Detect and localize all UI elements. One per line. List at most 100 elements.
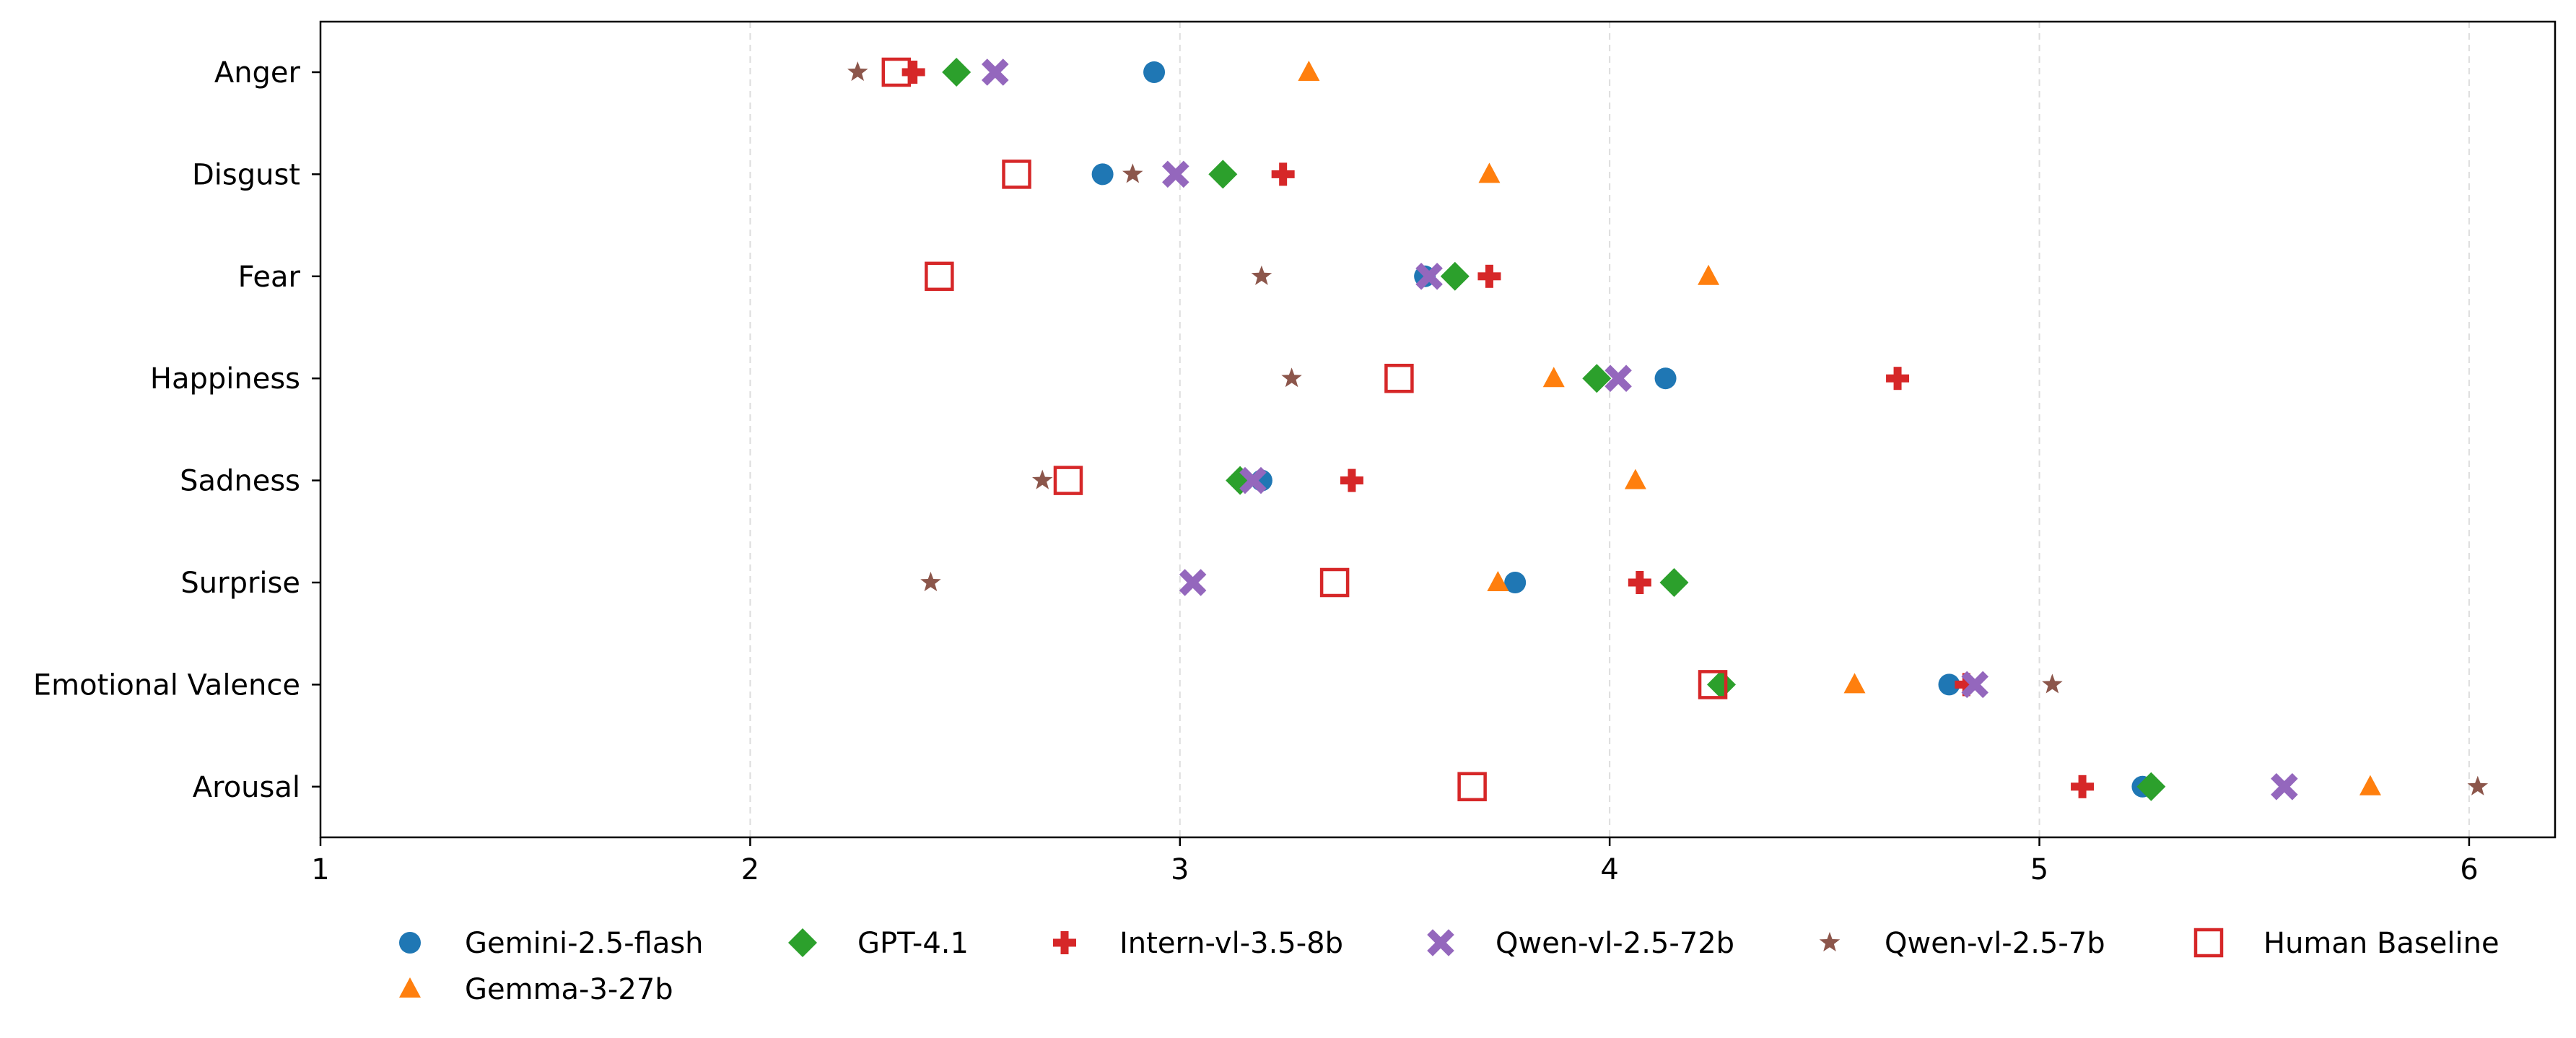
point-human-baseline-arousal	[1457, 772, 1487, 802]
point-intern-vl-3-5-8b-sadness-vbar	[1348, 468, 1356, 492]
point-qwen-vl-2-5-7b-arousal-shape	[2467, 775, 2489, 795]
point-gpt-4-1-fear-shape	[1440, 261, 1470, 291]
point-gpt-4-1-emotional-valence	[1706, 670, 1736, 699]
legend-marker-human-baseline	[2193, 928, 2224, 958]
point-human-baseline-fear	[925, 261, 954, 292]
point-gpt-4-1-anger-shape	[942, 58, 972, 87]
point-intern-vl-3-5-8b-happiness	[1886, 367, 1910, 391]
point-intern-vl-3-5-8b-anger-vbar	[909, 61, 918, 84]
point-qwen-vl-2-5-7b-sadness	[1032, 469, 1053, 489]
point-human-baseline-anger	[881, 57, 912, 87]
legend-marker-gpt-4-1-shape	[788, 928, 817, 957]
y-tick-label-emotional-valence: Emotional Valence	[33, 668, 300, 702]
point-gemma-3-27b-arousal-shape	[2359, 775, 2381, 795]
legend-marker-intern-vl-3-5-8b-vbar	[1060, 931, 1069, 954]
point-gemma-3-27b-anger-shape	[1298, 61, 1320, 81]
point-gpt-4-1-surprise	[1659, 568, 1689, 597]
point-qwen-vl-2-5-72b-surprise-stroke-b	[1179, 569, 1207, 596]
legend-item-human-baseline: Human Baseline	[2193, 927, 2499, 960]
point-human-baseline-sadness	[1053, 466, 1083, 495]
legend: Gemini-2.5-flash GPT-4.1 Intern-vl-3.5-8b Q…	[399, 927, 2499, 1006]
legend-item-gemini-2-5-flash: Gemini-2.5-flash	[399, 927, 704, 960]
point-human-baseline-fear-shape	[925, 261, 954, 292]
x-tick-label-2: 2	[741, 853, 759, 886]
series-gemma-3-27b	[1298, 61, 2381, 795]
point-intern-vl-3-5-8b-anger	[901, 61, 925, 84]
point-qwen-vl-2-5-7b-emotional-valence-shape	[2042, 673, 2063, 694]
point-intern-vl-3-5-8b-fear	[1477, 264, 1501, 288]
point-human-baseline-disgust	[1002, 160, 1031, 189]
point-gemini-2-5-flash-surprise	[1504, 572, 1527, 593]
point-qwen-vl-2-5-72b-emotional-valence	[1961, 671, 1989, 699]
point-gpt-4-1-fear	[1440, 261, 1470, 291]
point-human-baseline-happiness-shape	[1384, 363, 1414, 393]
point-qwen-vl-2-5-7b-surprise-shape	[920, 572, 941, 592]
point-gpt-4-1-anger	[942, 58, 972, 87]
marks-layer	[847, 57, 2489, 802]
legend-label-qwen-vl-2-5-7b: Qwen-vl-2.5-7b	[1885, 927, 2105, 960]
legend-item-qwen-vl-2-5-72b: Qwen-vl-2.5-72b	[1427, 927, 1734, 960]
point-gpt-4-1-disgust	[1208, 160, 1238, 189]
point-gemma-3-27b-emotional-valence	[1843, 673, 1866, 694]
point-intern-vl-3-5-8b-surprise	[1628, 571, 1651, 594]
point-gemini-2-5-flash-disgust-shape	[1091, 163, 1114, 186]
point-qwen-vl-2-5-72b-arousal-stroke-b	[2271, 773, 2298, 801]
point-gemma-3-27b-disgust	[1478, 162, 1501, 183]
point-qwen-vl-2-5-72b-arousal	[2271, 773, 2298, 801]
point-qwen-vl-2-5-72b-fear-stroke-b	[1415, 263, 1443, 290]
x-tick-label-1: 1	[311, 853, 329, 886]
y-tick-label-happiness: Happiness	[150, 362, 300, 396]
point-gemini-2-5-flash-emotional-valence	[1938, 673, 1960, 696]
point-gemma-3-27b-sadness	[1624, 468, 1646, 489]
point-intern-vl-3-5-8b-surprise-vbar	[1636, 571, 1644, 594]
grid-layer	[320, 22, 2470, 837]
point-gpt-4-1-surprise-shape	[1659, 568, 1689, 597]
point-gpt-4-1-disgust-shape	[1208, 160, 1238, 189]
point-gemma-3-27b-surprise	[1487, 571, 1509, 591]
point-qwen-vl-2-5-7b-disgust-shape	[1122, 163, 1143, 183]
legend-marker-gemma-3-27b	[399, 977, 421, 998]
point-qwen-vl-2-5-7b-sadness-shape	[1032, 469, 1053, 489]
axes-layer: 1 2 3 4 5 6 Anger Disgust Fear Happiness Sadness Su…	[33, 56, 2479, 886]
point-qwen-vl-2-5-72b-fear	[1415, 263, 1443, 290]
point-gemma-3-27b-anger	[1298, 61, 1320, 81]
point-gemma-3-27b-sadness-shape	[1624, 468, 1646, 489]
point-qwen-vl-2-5-72b-surprise	[1179, 569, 1207, 596]
legend-label-qwen-vl-2-5-72b: Qwen-vl-2.5-72b	[1496, 927, 1734, 960]
point-gemma-3-27b-emotional-valence-shape	[1843, 673, 1866, 694]
point-human-baseline-anger-shape	[881, 57, 912, 87]
point-gemma-3-27b-disgust-shape	[1478, 162, 1501, 183]
point-human-baseline-disgust-shape	[1002, 160, 1031, 189]
point-qwen-vl-2-5-72b-anger	[981, 58, 1009, 86]
point-human-baseline-arousal-shape	[1457, 772, 1487, 802]
point-qwen-vl-2-5-7b-happiness	[1281, 367, 1302, 388]
legend-label-gemini-2-5-flash: Gemini-2.5-flash	[465, 927, 704, 960]
point-gpt-4-1-happiness-shape	[1582, 364, 1612, 393]
point-qwen-vl-2-5-7b-fear	[1251, 265, 1272, 285]
series-qwen-vl-2-5-72b	[981, 58, 2298, 801]
point-intern-vl-3-5-8b-happiness-vbar	[1893, 367, 1902, 391]
point-intern-vl-3-5-8b-emotional-valence	[1955, 673, 1978, 697]
y-tick-label-disgust: Disgust	[192, 158, 300, 191]
legend-marker-qwen-vl-2-5-72b-stroke-b	[1427, 929, 1454, 956]
legend-marker-gemini-2-5-flash	[399, 932, 421, 954]
point-gemini-2-5-flash-anger	[1143, 61, 1166, 83]
legend-marker-qwen-vl-2-5-7b-shape	[1819, 932, 1841, 952]
series-gpt-4-1	[942, 58, 2166, 801]
y-tick-label-fear: Fear	[238, 261, 301, 294]
point-qwen-vl-2-5-7b-surprise	[920, 572, 941, 592]
point-qwen-vl-2-5-72b-emotional-valence-stroke-b	[1961, 671, 1989, 699]
legend-item-gemma-3-27b: Gemma-3-27b	[399, 973, 673, 1006]
point-qwen-vl-2-5-72b-happiness-stroke-b	[1604, 365, 1632, 392]
legend-item-qwen-vl-2-5-7b: Qwen-vl-2.5-7b	[1819, 927, 2105, 960]
point-gpt-4-1-arousal-shape	[2136, 772, 2166, 801]
legend-label-intern-vl-3-5-8b: Intern-vl-3.5-8b	[1119, 927, 1343, 960]
point-qwen-vl-2-5-72b-sadness-stroke-b	[1239, 466, 1267, 494]
point-intern-vl-3-5-8b-sadness	[1340, 468, 1363, 492]
legend-label-gpt-4-1: GPT-4.1	[857, 927, 969, 960]
point-qwen-vl-2-5-72b-disgust-stroke-b	[1162, 160, 1189, 188]
x-tick-label-4: 4	[1600, 853, 1618, 886]
point-gpt-4-1-happiness	[1582, 364, 1612, 393]
point-gemma-3-27b-happiness	[1542, 367, 1565, 388]
